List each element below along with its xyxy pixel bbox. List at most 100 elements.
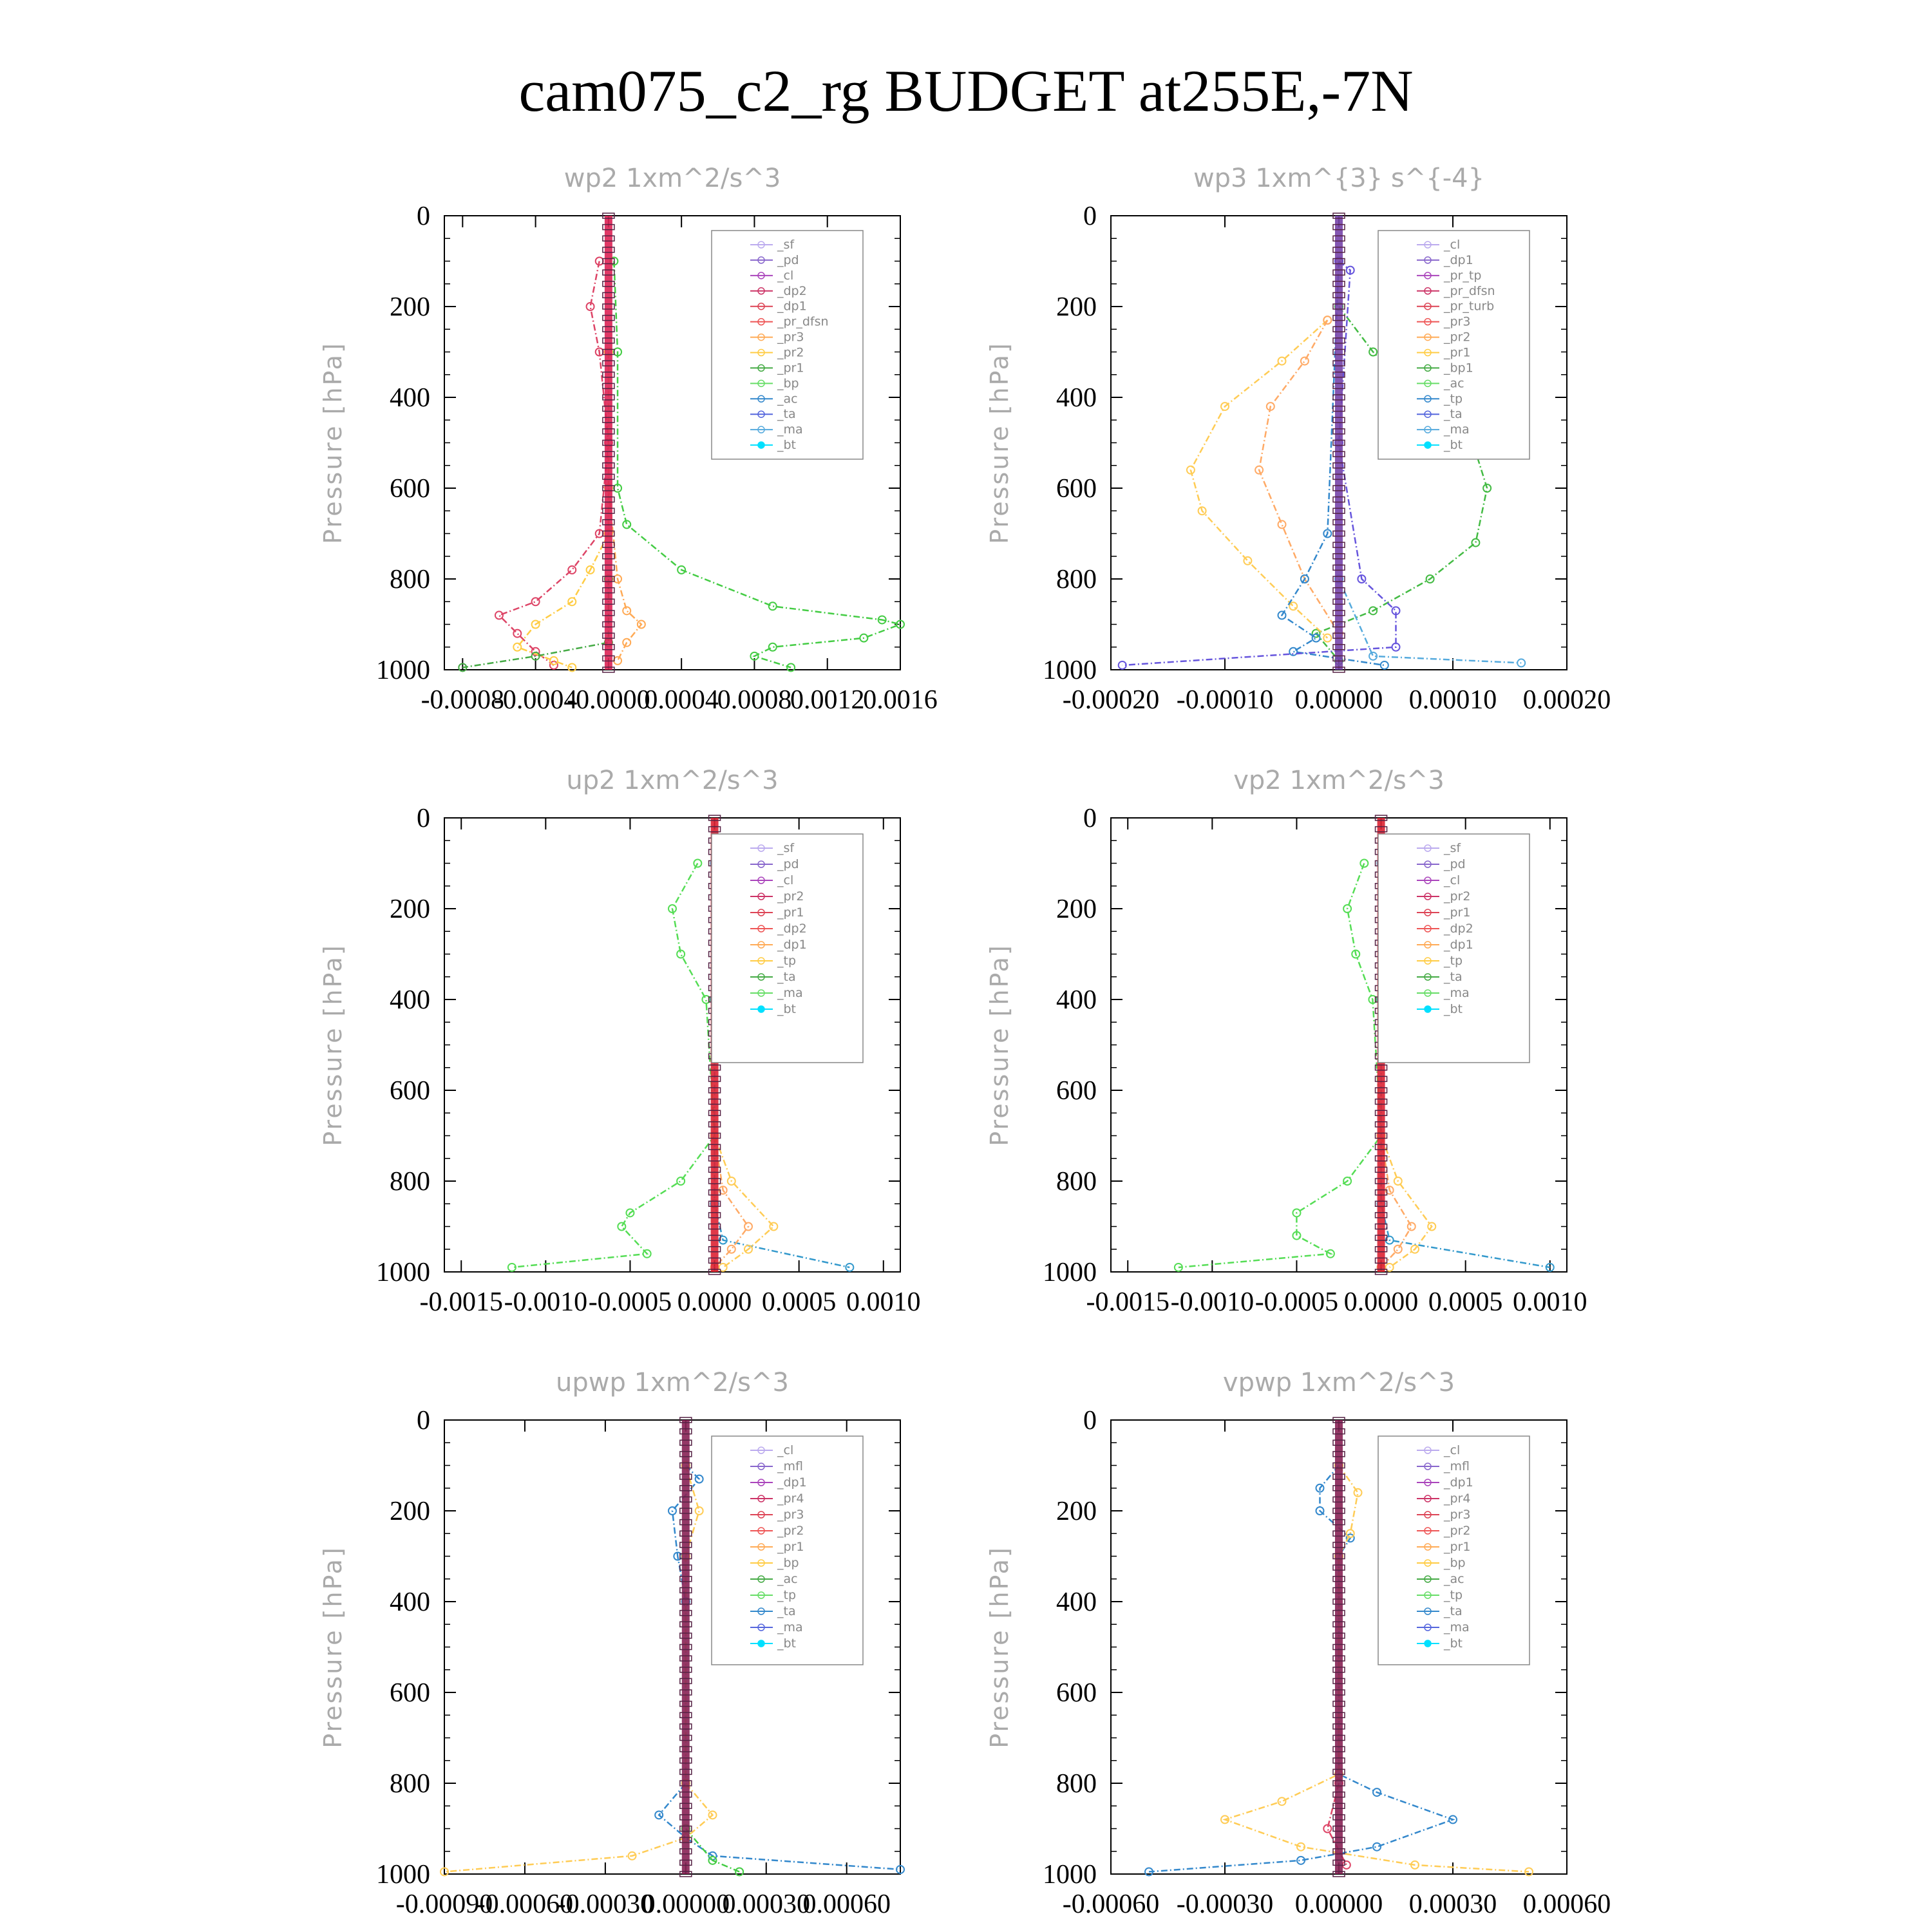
bt-marker bbox=[602, 473, 615, 480]
series-line-pr2 bbox=[714, 1135, 750, 1268]
bt-marker bbox=[602, 417, 615, 423]
bt-marker bbox=[1332, 1496, 1345, 1503]
bt-marker bbox=[602, 485, 615, 491]
y-tick-label: 400 bbox=[390, 383, 430, 413]
data-point-bp bbox=[896, 620, 905, 629]
series-line-tp bbox=[1148, 1464, 1455, 1873]
legend-marker bbox=[1424, 395, 1432, 403]
data-point-dp1 bbox=[531, 647, 540, 656]
bt-marker bbox=[1374, 1121, 1388, 1128]
series-line-pr1 bbox=[1222, 1464, 1530, 1873]
bt-marker bbox=[679, 1791, 692, 1798]
bt-marker bbox=[1332, 1576, 1345, 1582]
legend-entry: _pr3 bbox=[777, 330, 804, 345]
bt-marker bbox=[1332, 667, 1345, 673]
legend-marker bbox=[1424, 1527, 1432, 1535]
legend-marker bbox=[757, 989, 765, 997]
x-tick-label: 0.00000 bbox=[1295, 685, 1383, 715]
legend-marker bbox=[757, 1591, 765, 1599]
legend-marker bbox=[757, 844, 765, 852]
legend-marker bbox=[757, 1624, 765, 1631]
bt-marker bbox=[1374, 1212, 1388, 1218]
bt-marker bbox=[1332, 1609, 1345, 1616]
data-point-dp1 bbox=[642, 1249, 652, 1258]
y-tick-label: 800 bbox=[1056, 1769, 1097, 1799]
bt-marker bbox=[1374, 1200, 1388, 1207]
legend-entry: _sf bbox=[1443, 841, 1461, 855]
legend-entry: _pr_tp bbox=[1443, 269, 1481, 283]
legend-marker bbox=[757, 1575, 765, 1583]
data-point-tp bbox=[1289, 647, 1298, 656]
y-tick-label: 0 bbox=[417, 1406, 430, 1435]
data-point-pr2 bbox=[531, 620, 540, 629]
bt-marker bbox=[708, 1098, 721, 1105]
data-point-bp1 bbox=[1482, 484, 1492, 493]
y-tick-label: 600 bbox=[1056, 474, 1097, 504]
bt-marker bbox=[1332, 1814, 1345, 1821]
bt-marker bbox=[1332, 587, 1345, 594]
bt-marker bbox=[679, 1439, 692, 1446]
legend-entry: _bt bbox=[777, 1002, 796, 1016]
bt-marker bbox=[1374, 815, 1388, 821]
bt-marker bbox=[1332, 496, 1345, 503]
data-point-pr1 bbox=[1524, 1867, 1533, 1877]
bt-marker bbox=[1332, 530, 1345, 537]
series-line-pr2 bbox=[1189, 319, 1329, 639]
bt-marker bbox=[602, 303, 615, 310]
bt-marker bbox=[602, 281, 615, 287]
legend-entry: _ta bbox=[777, 970, 796, 984]
legend-marker bbox=[757, 333, 765, 341]
x-tick-label: -0.00060 bbox=[477, 1889, 574, 1919]
bt-marker bbox=[1332, 1439, 1345, 1446]
bt-marker bbox=[679, 1496, 692, 1503]
x-tick-label: -0.00030 bbox=[557, 1889, 654, 1919]
legend: _sf _pd _cl _pr2_pr1 _dp2 _dp1 _tp _ta _ma _bt bbox=[1378, 833, 1530, 1063]
data-point-bp bbox=[768, 642, 777, 652]
legend-marker bbox=[1424, 860, 1432, 868]
legend-marker bbox=[1424, 1446, 1432, 1454]
legend-entry: _pr3 bbox=[1443, 315, 1470, 329]
chart-panel-3: up2 1xm^2/s^3 Pressure [hPa] 0 200 400 600 800… bbox=[319, 766, 921, 1317]
bt-marker bbox=[1332, 1734, 1345, 1741]
legend-entry: _ac bbox=[777, 392, 798, 406]
bt-marker bbox=[1332, 564, 1345, 571]
bt-marker bbox=[1374, 1178, 1388, 1184]
bt-marker bbox=[602, 439, 615, 446]
x-tick-label: -0.0008 bbox=[421, 685, 505, 715]
bt-marker bbox=[1332, 428, 1345, 435]
data-point-bp bbox=[859, 633, 869, 643]
bt-marker bbox=[1332, 462, 1345, 469]
x-tick-label: 0.00030 bbox=[723, 1889, 811, 1919]
series-line-pr1 bbox=[1258, 319, 1340, 634]
legend-entry: _ma bbox=[777, 422, 803, 437]
bt-marker bbox=[1332, 223, 1345, 231]
legend-entry: _sf bbox=[777, 238, 795, 252]
legend-marker bbox=[757, 1446, 765, 1454]
bt-marker bbox=[1374, 1269, 1388, 1275]
bt-marker bbox=[679, 1757, 692, 1764]
bt-marker bbox=[679, 1746, 692, 1752]
y-tick-label: 200 bbox=[1056, 895, 1097, 924]
legend-entry: _ta bbox=[1443, 1604, 1463, 1618]
legend-box bbox=[1378, 1435, 1530, 1665]
legend-entry: _ac bbox=[1443, 376, 1464, 390]
bt-marker bbox=[602, 530, 615, 537]
legend: _cl_dp1 _pr_tp_pr_dfsn_pr_turb_pr3_pr2_pr… bbox=[1378, 230, 1530, 460]
panel-title: up2 1xm^2/s^3 bbox=[566, 766, 778, 795]
data-point-dp1 bbox=[625, 1208, 635, 1218]
legend-marker bbox=[757, 1607, 765, 1615]
bt-marker bbox=[1374, 1110, 1388, 1116]
legend-marker bbox=[1424, 941, 1432, 949]
legend-entry: _ta bbox=[1443, 407, 1463, 421]
y-tick-label: 800 bbox=[390, 565, 430, 594]
bt-marker bbox=[1332, 1633, 1345, 1639]
bt-marker bbox=[602, 372, 615, 378]
y-tick-label: 1000 bbox=[1043, 1258, 1097, 1287]
legend-entry: _dp1 bbox=[1443, 938, 1473, 952]
legend-marker bbox=[757, 973, 765, 981]
data-point-tp bbox=[1372, 1788, 1381, 1797]
x-tick-label: -0.00060 bbox=[1063, 1889, 1160, 1919]
data-point-pr2 bbox=[1243, 556, 1253, 565]
data-point-pr2 bbox=[549, 656, 558, 665]
bt-marker bbox=[602, 507, 615, 514]
